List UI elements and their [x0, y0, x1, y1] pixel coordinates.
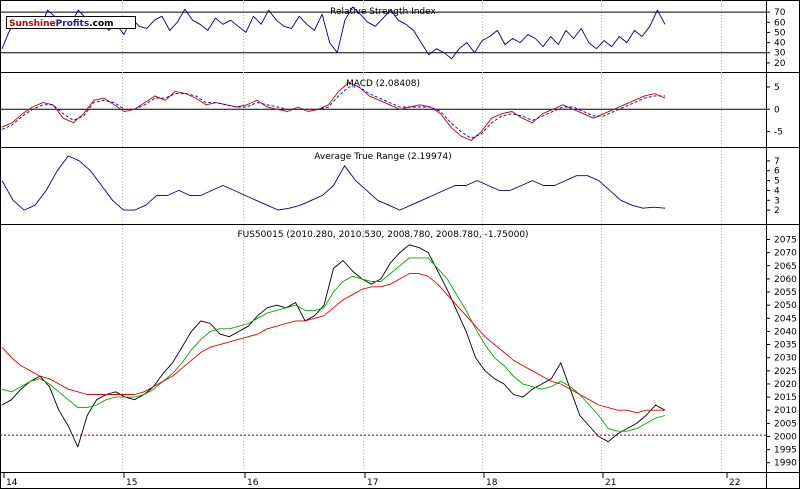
y-tick-label: -5 — [774, 128, 783, 138]
y-tick-label: 5 — [774, 177, 780, 187]
y-tick-label: 0 — [774, 105, 780, 115]
brand-logo: SunshineProfits.com — [6, 16, 136, 29]
y-tick-label: 2015 — [774, 393, 797, 403]
series-line-4-2 — [1, 257, 666, 432]
brand-part1: Sunshine — [9, 19, 56, 29]
x-tick-label: 18 — [486, 478, 498, 488]
pane-title: FUS50015 (2010.280, 2010.530, 2008.780, … — [237, 230, 528, 240]
pane-title: Average True Range (2.19974) — [314, 152, 451, 162]
y-tick-label: 2040 — [774, 327, 797, 337]
y-tick-label: 2045 — [774, 314, 797, 324]
y-tick-label: 6 — [774, 167, 780, 177]
pane-title: Relative Strength Index — [330, 7, 436, 17]
y-tick-label: 60 — [774, 18, 786, 28]
y-tick-label: 3 — [774, 196, 780, 206]
y-tick-label: 2050 — [774, 301, 797, 311]
y-tick-label: 40 — [774, 39, 786, 49]
y-tick-label: 2075 — [774, 236, 797, 246]
x-tick-label: 17 — [367, 478, 378, 488]
x-tick-label: 21 — [605, 478, 616, 488]
y-tick-label: 4 — [774, 186, 780, 196]
y-tick-label: 2055 — [774, 288, 797, 298]
series-line-4-3 — [1, 273, 665, 414]
series-line-2-1 — [1, 82, 666, 141]
y-tick-label: 1995 — [774, 446, 797, 456]
x-tick-label: 22 — [729, 478, 740, 488]
series-line-2-2 — [1, 86, 665, 139]
x-tick-label: 14 — [6, 478, 18, 488]
x-tick-label: 15 — [126, 478, 137, 488]
y-tick-label: 50 — [774, 28, 786, 38]
brand-suffix: .com — [89, 19, 113, 29]
x-tick-label: 16 — [247, 478, 259, 488]
y-tick-label: 1990 — [774, 459, 797, 469]
y-tick-label: 2000 — [774, 432, 797, 442]
y-tick-label: 2070 — [774, 249, 797, 259]
y-tick-label: 2010 — [774, 406, 797, 416]
brand-part2: Profits — [56, 19, 90, 29]
y-tick-label: 2020 — [774, 380, 797, 390]
y-tick-label: 7 — [774, 157, 780, 167]
y-tick-label: 30 — [774, 49, 786, 59]
y-tick-label: 2 — [774, 206, 780, 216]
y-tick-label: 2060 — [774, 275, 797, 285]
y-tick-label: 5 — [774, 83, 780, 93]
y-tick-label: 2005 — [774, 419, 797, 429]
series-line-3-1 — [1, 155, 666, 211]
y-tick-label: 2035 — [774, 341, 797, 351]
y-tick-label: 2030 — [774, 354, 797, 364]
pane-title: MACD (2.08408) — [346, 79, 420, 89]
svg-text:SunshineProfits.com: SunshineProfits.com — [9, 19, 114, 29]
y-tick-label: 2025 — [774, 367, 797, 377]
y-tick-label: 20 — [774, 59, 786, 69]
series-line-4-1 — [1, 244, 666, 448]
y-tick-label: 70 — [774, 8, 786, 18]
y-tick-label: 2065 — [774, 262, 797, 272]
